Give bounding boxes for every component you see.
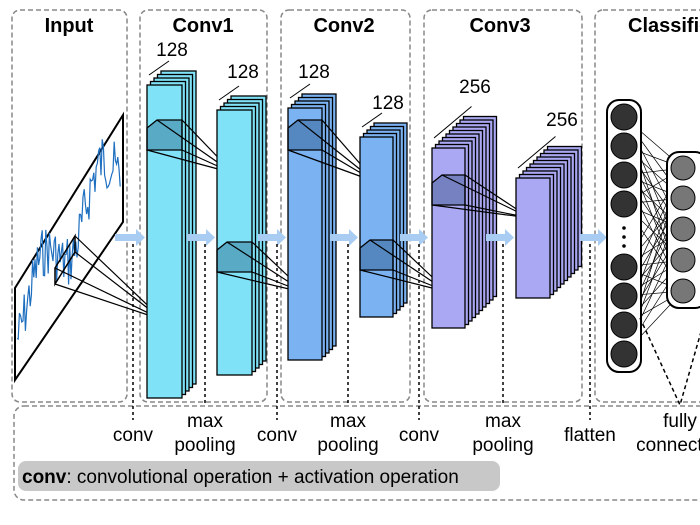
- operation-label: max: [330, 411, 366, 432]
- ellipsis-dot: [622, 244, 626, 248]
- flow-arrow-head: [136, 229, 145, 246]
- feature-map: [515, 177, 551, 299]
- ellipsis-dot: [622, 226, 626, 230]
- leader: [679, 332, 700, 406]
- filter-count: 256: [546, 110, 578, 131]
- stage-title: Input: [45, 15, 94, 37]
- flow-arrow: [115, 234, 137, 241]
- legend-definition: : convolutional operation + activation o…: [66, 467, 458, 488]
- flow-arrow: [580, 234, 599, 241]
- feature-map: [359, 136, 394, 318]
- operation-label: conv: [257, 425, 298, 446]
- flow-arrow: [330, 234, 350, 241]
- flow-arrow: [187, 234, 207, 241]
- neuron: [610, 253, 638, 281]
- filter-count: 128: [156, 40, 188, 61]
- filter-tick: [218, 85, 240, 101]
- neuron: [610, 132, 638, 160]
- operation-label: connected: [636, 435, 700, 456]
- filter-tick: [148, 60, 170, 76]
- flow-arrow: [400, 234, 420, 241]
- kernel: [216, 241, 253, 273]
- filter-tick: [433, 106, 472, 139]
- operation-label: max: [485, 411, 521, 432]
- operation-label: max: [187, 411, 223, 432]
- conv2-box: [280, 9, 411, 403]
- filter-count: 256: [459, 77, 491, 98]
- input-box: [11, 9, 128, 403]
- filter-count: 128: [227, 62, 259, 83]
- neuron: [610, 282, 638, 310]
- neuron: [670, 247, 696, 273]
- ellipsis-dot: [622, 235, 626, 239]
- neuron: [610, 311, 638, 339]
- flow-arrow-head: [277, 229, 286, 246]
- operation-label: pooling: [472, 435, 533, 456]
- operation-label: conv: [399, 425, 440, 446]
- neuron: [610, 161, 638, 189]
- flow-arrow: [258, 234, 278, 241]
- operations-box: [13, 405, 700, 501]
- operation-label: flatten: [564, 425, 616, 446]
- neuron: [670, 216, 696, 242]
- flow-arrow-head: [349, 229, 358, 246]
- neuron: [610, 103, 638, 131]
- legend-bg: [18, 461, 500, 491]
- kernel-line: [441, 174, 531, 219]
- neuron: [610, 190, 638, 218]
- filter-count: 128: [372, 93, 404, 114]
- operation-label: conv: [113, 425, 154, 446]
- leader: [639, 317, 681, 406]
- feature-map: [146, 84, 183, 399]
- neuron: [610, 340, 638, 368]
- flow-arrow: [486, 234, 506, 241]
- stage-title: Conv1: [172, 15, 233, 37]
- filter-tick: [361, 112, 383, 128]
- filter-count: 128: [298, 62, 330, 83]
- stage-title: Conv3: [469, 15, 530, 37]
- kernel-line: [54, 267, 164, 321]
- filter-tick: [289, 83, 311, 99]
- classifier-box: [594, 9, 700, 403]
- kernel: [146, 119, 183, 151]
- kernel-line: [431, 204, 531, 219]
- filter-tick: [517, 136, 556, 169]
- kernel-line: [54, 283, 164, 321]
- flow-arrow-head: [206, 229, 215, 246]
- signal: [16, 139, 121, 341]
- kernel: [431, 174, 466, 206]
- signal-frame: [14, 111, 124, 384]
- legend: conv: convolutional operation + activati…: [22, 467, 459, 488]
- legend-term: conv: [22, 467, 67, 488]
- kernel: [287, 119, 323, 151]
- flow-arrow-head: [598, 229, 607, 246]
- neuron: [670, 185, 696, 211]
- stage-title: Conv2: [313, 15, 374, 37]
- operation-label: fully: [663, 411, 697, 432]
- neuron: [670, 155, 696, 181]
- neuron: [670, 278, 696, 304]
- operation-label: pooling: [174, 435, 235, 456]
- operation-label: pooling: [317, 435, 378, 456]
- flow-arrow-head: [419, 229, 428, 246]
- stage-title: Classification: [628, 15, 700, 37]
- flow-arrow-head: [505, 229, 514, 246]
